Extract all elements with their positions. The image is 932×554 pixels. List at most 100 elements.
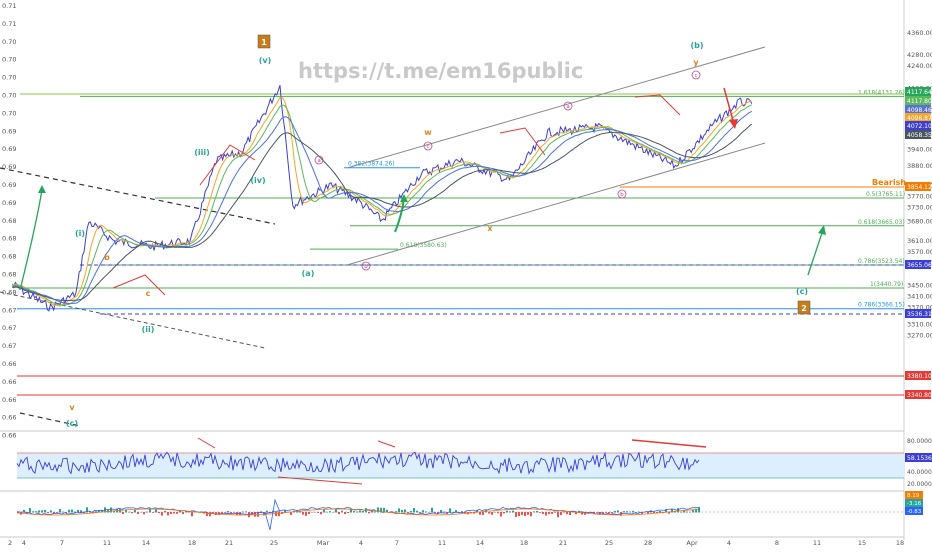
wave-label: (i) bbox=[75, 229, 85, 238]
rsi-divergence-line bbox=[377, 440, 396, 448]
ema-dark-line bbox=[12, 123, 753, 302]
macd-histogram-bar bbox=[47, 512, 49, 514]
macd-signal-line bbox=[16, 508, 699, 516]
macd-histogram-bar bbox=[152, 512, 154, 513]
left-axis-tick: 0.70 bbox=[2, 38, 16, 46]
macd-histogram-bar bbox=[290, 512, 292, 515]
macd-histogram-bar bbox=[182, 512, 184, 515]
rsi-value-tag bbox=[905, 453, 932, 462]
macd-histogram-bar bbox=[611, 512, 613, 514]
right-axis-tick: 3610.00 bbox=[907, 237, 932, 245]
macd-histogram-bar bbox=[326, 511, 328, 513]
macd-histogram-bar bbox=[413, 508, 415, 513]
right-axis-tick: 3570.00 bbox=[907, 248, 932, 256]
macd-histogram-bar bbox=[395, 511, 397, 513]
macd-histogram-bar bbox=[65, 512, 67, 514]
macd-histogram-bar bbox=[599, 512, 601, 515]
macd-histogram-bar bbox=[158, 512, 160, 514]
wave-label: (b) bbox=[690, 41, 703, 50]
left-axis-tick: 0.68 bbox=[2, 288, 16, 296]
macd-histogram-bar bbox=[317, 512, 319, 513]
fib-level-label: 0.618(3665.03) bbox=[858, 219, 905, 226]
macd-histogram-bar bbox=[44, 509, 46, 513]
macd-histogram-bar bbox=[125, 509, 127, 513]
wave-label: w bbox=[424, 128, 432, 137]
left-axis-tick: 0.68 bbox=[2, 235, 16, 243]
rsi-axis-tick: 40.0000 bbox=[907, 469, 932, 476]
price-tag-text: 3340.80 bbox=[907, 392, 932, 399]
wave-label: 1 bbox=[261, 38, 267, 47]
right-axis-tick: 3770.00 bbox=[907, 193, 932, 201]
circled-label-text: c bbox=[426, 144, 429, 150]
macd-histogram-bar bbox=[491, 512, 493, 515]
macd-histogram-bar bbox=[26, 512, 28, 514]
fib-level-label: 0.382(3874.26) bbox=[348, 161, 395, 168]
macd-histogram-bar bbox=[419, 512, 421, 513]
macd-histogram-bar bbox=[254, 512, 256, 517]
macd-histogram-bar bbox=[512, 510, 514, 513]
macd-histogram-bar bbox=[278, 512, 280, 517]
macd-histogram-bar bbox=[386, 509, 388, 513]
macd-histogram-bar bbox=[38, 510, 40, 513]
macd-histogram-bar bbox=[242, 511, 244, 513]
macd-histogram-bar bbox=[506, 510, 508, 513]
macd-histogram-bar bbox=[455, 510, 457, 513]
macd-histogram-bar bbox=[518, 512, 520, 517]
right-axis-tick: 4280.00 bbox=[907, 51, 932, 59]
x-axis-tick: 25 bbox=[270, 539, 278, 547]
macd-histogram-bar bbox=[32, 511, 34, 513]
macd-histogram-bar bbox=[368, 512, 370, 514]
rsi-line bbox=[16, 451, 700, 475]
watermark-text: https://t.me/em16public bbox=[298, 59, 583, 83]
left-axis-tick: 0.71 bbox=[2, 2, 16, 10]
wave-label: (c) bbox=[66, 419, 78, 428]
x-axis-tick: 18 bbox=[896, 539, 904, 547]
macd-histogram-bar bbox=[155, 509, 157, 513]
macd-histogram-bar bbox=[653, 512, 655, 514]
left-axis-tick: 0.69 bbox=[2, 199, 16, 207]
macd-histogram-bar bbox=[89, 511, 91, 513]
macd-histogram-bar bbox=[494, 511, 496, 513]
left-axis-tick: 0.68 bbox=[2, 253, 16, 261]
left-axis-tick: 0.70 bbox=[2, 92, 16, 100]
macd-histogram-bar bbox=[482, 512, 484, 515]
price-tag bbox=[905, 113, 931, 122]
green-arrow-head bbox=[818, 225, 826, 235]
macd-spike bbox=[264, 498, 281, 531]
pattern-marker bbox=[634, 94, 681, 116]
macd-histogram-bar bbox=[500, 512, 502, 517]
macd-histogram-bar bbox=[185, 511, 187, 513]
macd-histogram-bar bbox=[284, 510, 286, 513]
left-axis-tick: 0.69 bbox=[2, 127, 16, 135]
left-axis-tick: 0.66 bbox=[2, 396, 16, 404]
right-axis-tick: 3370.00 bbox=[907, 304, 932, 312]
green-arrow-head bbox=[400, 194, 408, 202]
macd-histogram-bar bbox=[437, 512, 439, 514]
macd-histogram-bar bbox=[347, 512, 349, 514]
circled-label bbox=[423, 141, 433, 151]
macd-tag bbox=[905, 507, 923, 515]
macd-histogram-bar bbox=[407, 512, 409, 514]
fib-level-label: 0.786(3523.54) bbox=[858, 258, 905, 265]
macd-histogram-bar bbox=[404, 509, 406, 513]
macd-histogram-bar bbox=[233, 512, 235, 513]
fib-level-label: 0.786(3366.15) bbox=[858, 302, 905, 309]
macd-histogram-bar bbox=[635, 512, 637, 514]
x-axis-tick: 4 bbox=[359, 539, 363, 547]
pattern-marker bbox=[499, 127, 546, 156]
x-axis-tick: 14 bbox=[476, 539, 484, 547]
macd-histogram-bar bbox=[554, 512, 556, 513]
fib-level-label: 0.5(3765.11) bbox=[866, 191, 905, 198]
left-axis-tick: 0.70 bbox=[2, 109, 16, 117]
rsi-axis-tick: 20.0000 bbox=[907, 481, 932, 488]
macd-histogram-bar bbox=[530, 512, 532, 517]
bearish-label: Bearish bbox=[872, 178, 906, 187]
right-axis-tick: 3310.00 bbox=[907, 320, 932, 328]
left-axis-tick: 0.68 bbox=[2, 217, 16, 225]
wave-label-box bbox=[797, 300, 811, 315]
macd-histogram-bar bbox=[161, 512, 163, 516]
macd-histogram-bar bbox=[581, 512, 583, 515]
macd-tag-text: 8.19 bbox=[907, 493, 920, 499]
macd-histogram-bar bbox=[338, 512, 340, 515]
